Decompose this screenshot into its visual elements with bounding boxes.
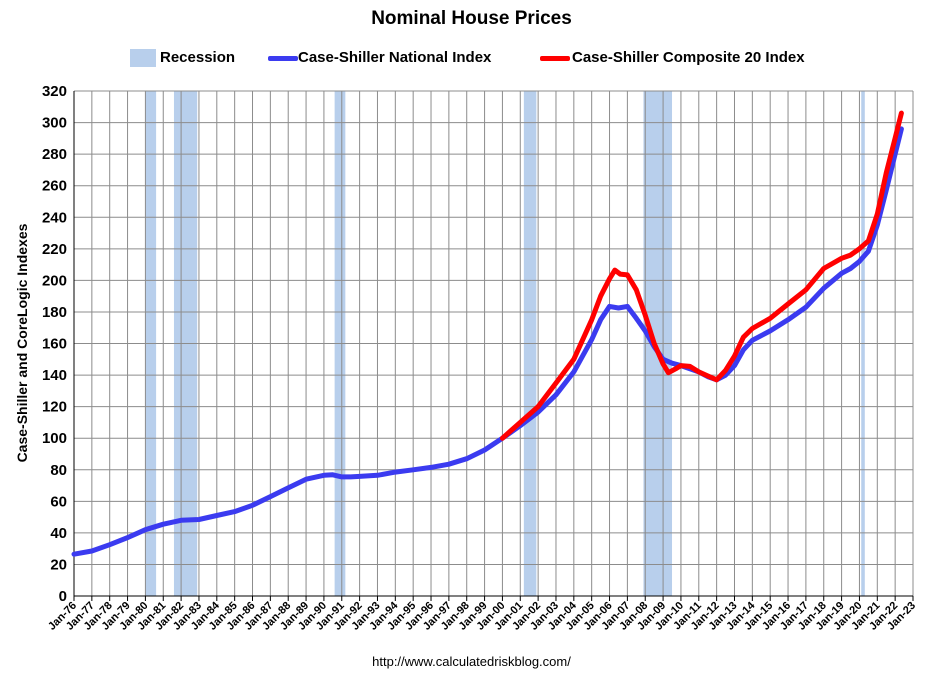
recession-swatch bbox=[130, 49, 156, 67]
y-tick-label: 320 bbox=[42, 83, 67, 100]
legend-label-national-index: Case-Shiller National Index bbox=[298, 49, 492, 66]
y-tick-label: 0 bbox=[59, 588, 67, 605]
y-tick-label: 20 bbox=[50, 556, 67, 573]
national-index-swatch bbox=[268, 56, 298, 61]
legend: Recession Case-Shiller National Index Ca… bbox=[0, 48, 943, 70]
y-tick-label: 220 bbox=[42, 241, 67, 258]
y-tick-label: 80 bbox=[50, 462, 67, 479]
source-url: http://www.calculatedriskblog.com/ bbox=[372, 654, 571, 669]
y-tick-label: 200 bbox=[42, 272, 67, 289]
legend-label-composite-20: Case-Shiller Composite 20 Index bbox=[572, 49, 805, 66]
y-tick-label: 180 bbox=[42, 304, 67, 321]
y-tick-label: 120 bbox=[42, 399, 67, 416]
y-tick-label: 300 bbox=[42, 115, 67, 132]
y-tick-label: 280 bbox=[42, 146, 67, 163]
chart-svg: 0 20 40 60 80 100 120 140 160 180 200 220 240 260 280 3… bbox=[42, 83, 918, 633]
y-tick-label: 260 bbox=[42, 178, 67, 195]
series-line-national-index bbox=[71, 126, 904, 557]
y-tick-label: 60 bbox=[50, 493, 67, 510]
legend-label-recession: Recession bbox=[160, 49, 236, 66]
y-tick-label: 240 bbox=[42, 209, 67, 226]
series-line-composite-20 bbox=[499, 110, 904, 441]
y-tick-label: 140 bbox=[42, 367, 67, 384]
composite-20-swatch bbox=[540, 56, 570, 61]
chart-title: Nominal House Prices bbox=[371, 8, 572, 29]
y-tick-label: 40 bbox=[50, 525, 67, 542]
y-tick-label: 160 bbox=[42, 336, 67, 353]
y-tick-label: 100 bbox=[42, 430, 67, 447]
